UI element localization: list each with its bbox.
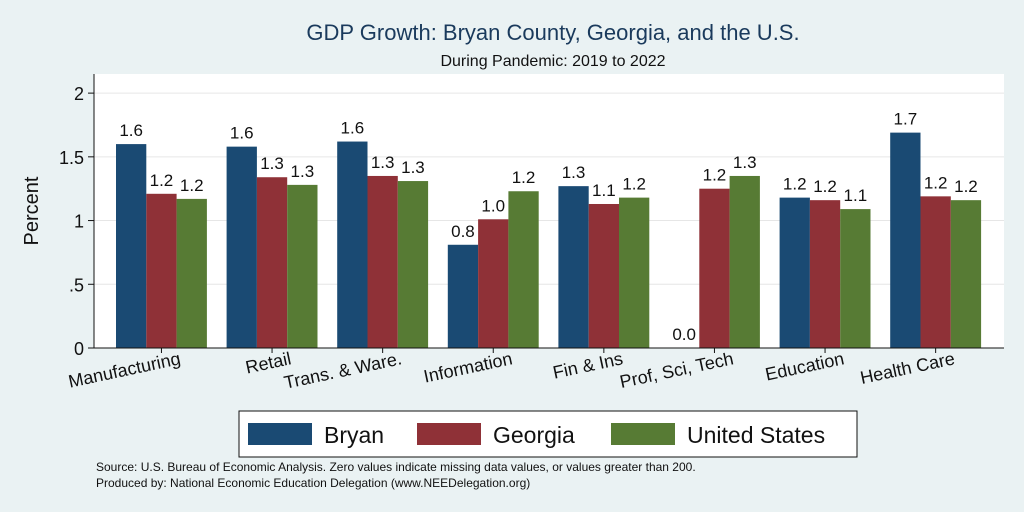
data-label: 1.2 xyxy=(150,171,174,190)
data-label: 1.6 xyxy=(119,121,143,140)
legend-swatch-united-states xyxy=(611,423,675,445)
bar-united-states xyxy=(840,209,871,348)
data-label: 1.2 xyxy=(622,175,646,194)
category-label: Prof, Sci, Tech xyxy=(618,348,735,392)
data-label: 1.3 xyxy=(371,153,395,172)
bar-bryan xyxy=(558,186,589,348)
y-axis-ticks: 0 .5 1 1.5 2 xyxy=(59,84,94,359)
data-label: 1.6 xyxy=(230,124,254,143)
bar-united-states xyxy=(950,200,982,348)
bar-georgia xyxy=(367,175,398,348)
data-label: 1.3 xyxy=(291,162,315,181)
data-label: 1.1 xyxy=(592,181,616,200)
producer-note: Produced by: National Economic Education… xyxy=(96,476,530,490)
legend-swatch-bryan xyxy=(248,423,312,445)
legend-label: Bryan xyxy=(324,422,384,448)
data-label: 1.2 xyxy=(783,175,807,194)
data-label: 1.7 xyxy=(894,110,918,129)
bar-georgia xyxy=(256,177,288,348)
data-label: 0.8 xyxy=(451,222,475,241)
legend: Bryan Georgia United States xyxy=(248,422,825,448)
data-label: 1.3 xyxy=(733,153,757,172)
bar-georgia xyxy=(699,188,730,348)
legend-box xyxy=(238,410,858,458)
chart-subtitle: During Pandemic: 2019 to 2022 xyxy=(440,53,665,70)
bar-georgia xyxy=(920,196,951,348)
data-label: 1.6 xyxy=(341,119,365,138)
data-label: 1.0 xyxy=(481,196,505,215)
data-label: 1.3 xyxy=(401,158,425,177)
category-label: Health Care xyxy=(858,348,956,388)
data-label: 1.2 xyxy=(813,177,837,196)
bars xyxy=(116,132,982,348)
chart-title: GDP Growth: Bryan County, Georgia, and t… xyxy=(306,20,799,45)
bar-bryan xyxy=(890,132,921,348)
y-tick-label: 1 xyxy=(74,212,84,232)
bar-bryan xyxy=(116,144,147,348)
bar-georgia xyxy=(146,193,177,348)
bar-bryan xyxy=(447,244,479,348)
bar-united-states xyxy=(619,197,650,348)
bar-united-states xyxy=(287,184,318,348)
data-label: 1.2 xyxy=(180,176,204,195)
category-label: Education xyxy=(763,348,845,384)
data-label: 1.2 xyxy=(703,166,727,185)
category-label: Fin & Ins xyxy=(551,348,625,382)
y-tick-label: 2 xyxy=(74,84,84,104)
data-labels: 1.6 1.2 1.2 1.6 1.3 1.3 1.6 1.3 1.3 0.8 1.0 1.2 1.3 1… xyxy=(119,110,977,344)
data-label: 1.1 xyxy=(844,186,868,205)
bar-bryan xyxy=(226,146,257,348)
bar-united-states xyxy=(729,175,760,348)
y-tick-label: 1.5 xyxy=(59,148,84,168)
y-tick-label: 0 xyxy=(74,339,84,359)
legend-label: Georgia xyxy=(493,422,575,448)
data-label: 1.3 xyxy=(260,154,284,173)
bar-bryan xyxy=(337,141,368,348)
data-label: 1.2 xyxy=(924,173,948,192)
data-label: 1.3 xyxy=(562,163,586,182)
y-tick-label: .5 xyxy=(69,275,84,295)
bar-georgia xyxy=(809,200,841,348)
legend-swatch-georgia xyxy=(417,423,481,445)
data-label: 0.0 xyxy=(672,325,696,344)
y-axis-title: Percent xyxy=(21,176,43,245)
data-label: 1.2 xyxy=(512,168,536,187)
legend-label: United States xyxy=(687,422,825,448)
bar-bryan xyxy=(779,197,810,348)
bar-georgia xyxy=(478,219,509,348)
category-label: Information xyxy=(422,348,514,386)
bar-united-states xyxy=(508,191,539,348)
data-label: 1.2 xyxy=(954,177,978,196)
category-label: Trans. & Ware. xyxy=(282,348,403,392)
bar-united-states xyxy=(176,198,207,348)
bar-united-states xyxy=(397,181,429,348)
source-note: Source: U.S. Bureau of Economic Analysis… xyxy=(96,460,696,474)
bar-georgia xyxy=(588,203,619,348)
